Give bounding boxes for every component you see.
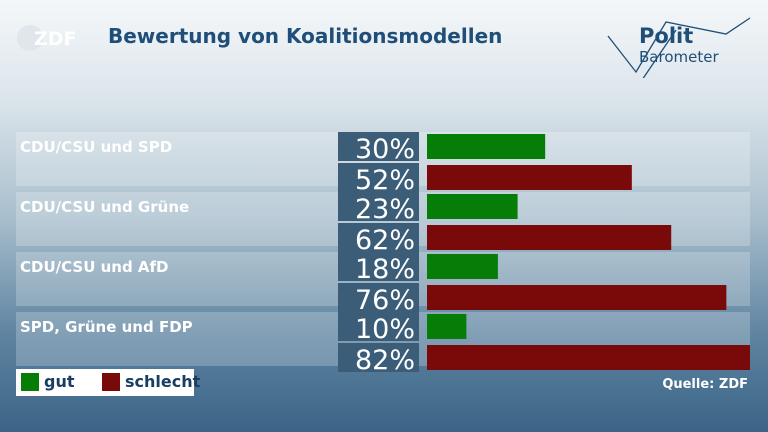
value-label-box bbox=[338, 192, 419, 221]
data-label: 76% bbox=[355, 285, 415, 316]
data-label: 52% bbox=[355, 165, 415, 196]
category-label: CDU/CSU und SPD bbox=[20, 138, 172, 156]
value-label-box bbox=[338, 223, 419, 252]
bar-gut bbox=[427, 134, 546, 159]
data-label: 30% bbox=[355, 134, 415, 165]
politbarometer-logo bbox=[607, 17, 751, 78]
data-label: 10% bbox=[355, 314, 415, 345]
bar-gut bbox=[427, 314, 467, 339]
data-label: 62% bbox=[355, 225, 415, 256]
value-label-box bbox=[338, 312, 419, 341]
source-note: Quelle: ZDF bbox=[662, 377, 748, 392]
value-label-box bbox=[338, 163, 419, 192]
legend-swatch-schlecht bbox=[102, 373, 120, 391]
category-label: CDU/CSU und AfD bbox=[20, 258, 169, 276]
legend-label-schlecht: schlecht bbox=[125, 372, 201, 391]
category-label: SPD, Grüne und FDP bbox=[20, 318, 193, 336]
data-label: 23% bbox=[355, 194, 415, 225]
category-label: CDU/CSU und Grüne bbox=[20, 198, 189, 216]
bar-schlecht bbox=[427, 345, 750, 370]
value-label-box bbox=[338, 283, 419, 312]
bar-gut bbox=[427, 194, 518, 219]
value-label-box bbox=[338, 132, 419, 161]
bar-schlecht bbox=[427, 165, 632, 190]
legend-swatch-gut bbox=[21, 373, 39, 391]
zdf-logo-text: ZDF bbox=[34, 28, 76, 50]
data-label: 82% bbox=[355, 345, 415, 376]
value-label-box bbox=[338, 343, 419, 372]
legend-label-gut: gut bbox=[44, 372, 75, 391]
chart-title: Bewertung von Koalitionsmodellen bbox=[108, 24, 503, 48]
value-label-box bbox=[338, 252, 419, 281]
bar-schlecht bbox=[427, 225, 672, 250]
legend: gut schlecht bbox=[16, 369, 200, 396]
data-label: 18% bbox=[355, 254, 415, 285]
bar-gut bbox=[427, 254, 498, 279]
bar-schlecht bbox=[427, 285, 727, 310]
zdf-logo: ZDF bbox=[17, 25, 76, 51]
brand-line-1: Polit bbox=[639, 24, 694, 48]
brand-line-2: Barometer bbox=[639, 48, 719, 66]
